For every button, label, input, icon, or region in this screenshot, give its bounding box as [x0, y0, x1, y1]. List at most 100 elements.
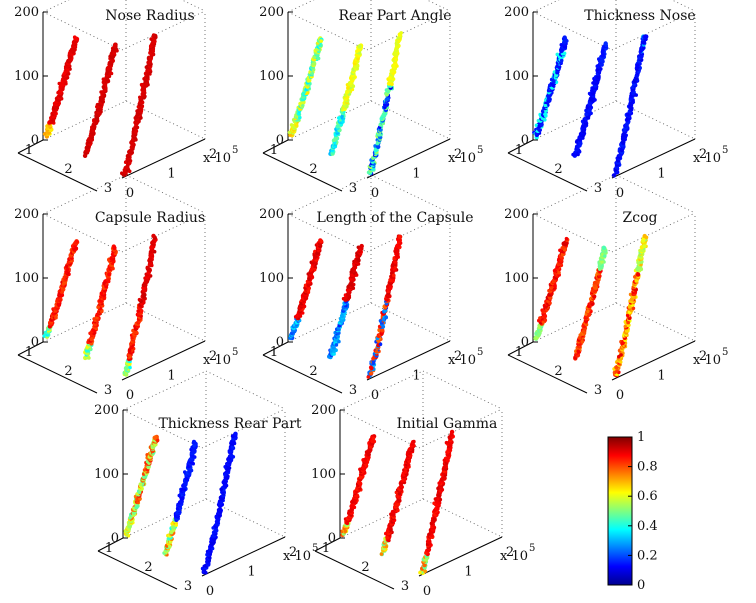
grid-line: [532, 174, 617, 215]
scatter-point: [543, 318, 548, 322]
depth-tick-label: 2: [64, 364, 72, 379]
scatter-point: [66, 72, 71, 76]
scatter-point: [553, 284, 557, 288]
scatter-point: [584, 108, 588, 113]
scatter-point: [388, 76, 392, 80]
scatter-point: [122, 168, 127, 172]
grid-line: [370, 174, 451, 214]
scatter-point: [223, 473, 227, 477]
z-tick-label: 200: [311, 403, 336, 418]
scatter-point: [399, 31, 403, 35]
x-tick-label: 1: [412, 167, 420, 182]
scatter-point: [577, 149, 582, 154]
depth-axis-ticks: 123: [270, 345, 357, 398]
x-tick-label: 2: [699, 147, 707, 162]
scatter-point: [204, 570, 208, 575]
scatter-point: [219, 500, 223, 505]
scatter-point: [65, 267, 70, 272]
scatter-point: [68, 58, 72, 62]
scatter-point: [534, 123, 539, 128]
scatter-point: [231, 440, 235, 445]
x-tick-label: 0: [126, 388, 134, 403]
scatter-point: [96, 305, 100, 309]
scatter-point: [600, 260, 604, 264]
scatter-point: [138, 95, 142, 100]
scatter-point: [394, 47, 398, 52]
scatter-point: [144, 82, 148, 86]
scatter-point: [600, 54, 604, 58]
scatter-point: [334, 343, 339, 347]
scatter-point: [101, 80, 106, 85]
x-tick-label: 1: [247, 565, 255, 580]
scatter-point: [170, 522, 174, 526]
scatter-point: [145, 74, 150, 80]
scatter-point: [102, 281, 106, 286]
z-tick-label: 200: [504, 5, 529, 20]
scatter-point: [562, 35, 567, 40]
scatter-point: [151, 233, 156, 239]
scatter-point: [319, 239, 324, 243]
x-tick-label: 0: [616, 388, 624, 403]
subplot-title: Rear Part Angle: [338, 8, 451, 24]
scatter-point: [543, 112, 548, 116]
scatter-point: [298, 115, 302, 120]
subplot-title: Thickness Nose: [584, 8, 695, 24]
grid-line: [42, 302, 206, 343]
grid-line: [121, 10, 206, 51]
x-tick-label: 0: [206, 584, 214, 599]
x-axis-exponent: 5: [477, 145, 483, 156]
scatter-point: [603, 41, 608, 46]
scatter-point: [564, 236, 569, 241]
scatter-point: [351, 84, 356, 88]
grid-line: [532, 213, 613, 253]
depth-axis-ticks: 123: [270, 143, 357, 196]
grid-line: [287, 100, 451, 141]
scatter-point: [142, 294, 146, 299]
depth-axis: [17, 152, 98, 192]
depth-tick-label: 1: [322, 541, 330, 556]
scatter-point: [145, 265, 150, 270]
x-tick-label: 0: [371, 186, 379, 201]
z-tick-label: 100: [259, 69, 284, 84]
x-axis-multiplier: x 10: [693, 151, 721, 166]
z-tick-label: 200: [94, 403, 119, 418]
scatter-point: [209, 541, 214, 546]
scatter-point: [127, 150, 132, 155]
x-axis: [121, 138, 206, 179]
x-axis-multiplier: x 10: [283, 549, 311, 564]
grid-line: [339, 498, 503, 539]
x-axis-exponent: 5: [722, 347, 728, 358]
scatter-point: [391, 273, 396, 278]
scatter-point: [449, 429, 455, 435]
scatter-point: [600, 50, 605, 54]
z-tick-label: 100: [504, 69, 529, 84]
scatter-point: [418, 570, 422, 575]
scatter-point: [148, 257, 153, 261]
scatter-point: [591, 86, 595, 91]
depth-axis-ticks: 123: [105, 541, 192, 594]
depth-axis-ticks: 123: [25, 345, 112, 398]
scatter-point: [396, 508, 400, 513]
scatter-point: [586, 309, 590, 314]
grid-line: [366, 10, 451, 51]
scatter-point: [305, 91, 310, 95]
scatter-point: [355, 49, 359, 53]
scatter-point: [191, 461, 195, 466]
scatter-point: [592, 281, 597, 285]
z-tick-label: 0: [31, 133, 39, 148]
scatter-point: [101, 85, 106, 89]
grid-line: [125, 174, 206, 214]
scatter-point: [152, 435, 157, 440]
scatter-point: [306, 283, 311, 288]
